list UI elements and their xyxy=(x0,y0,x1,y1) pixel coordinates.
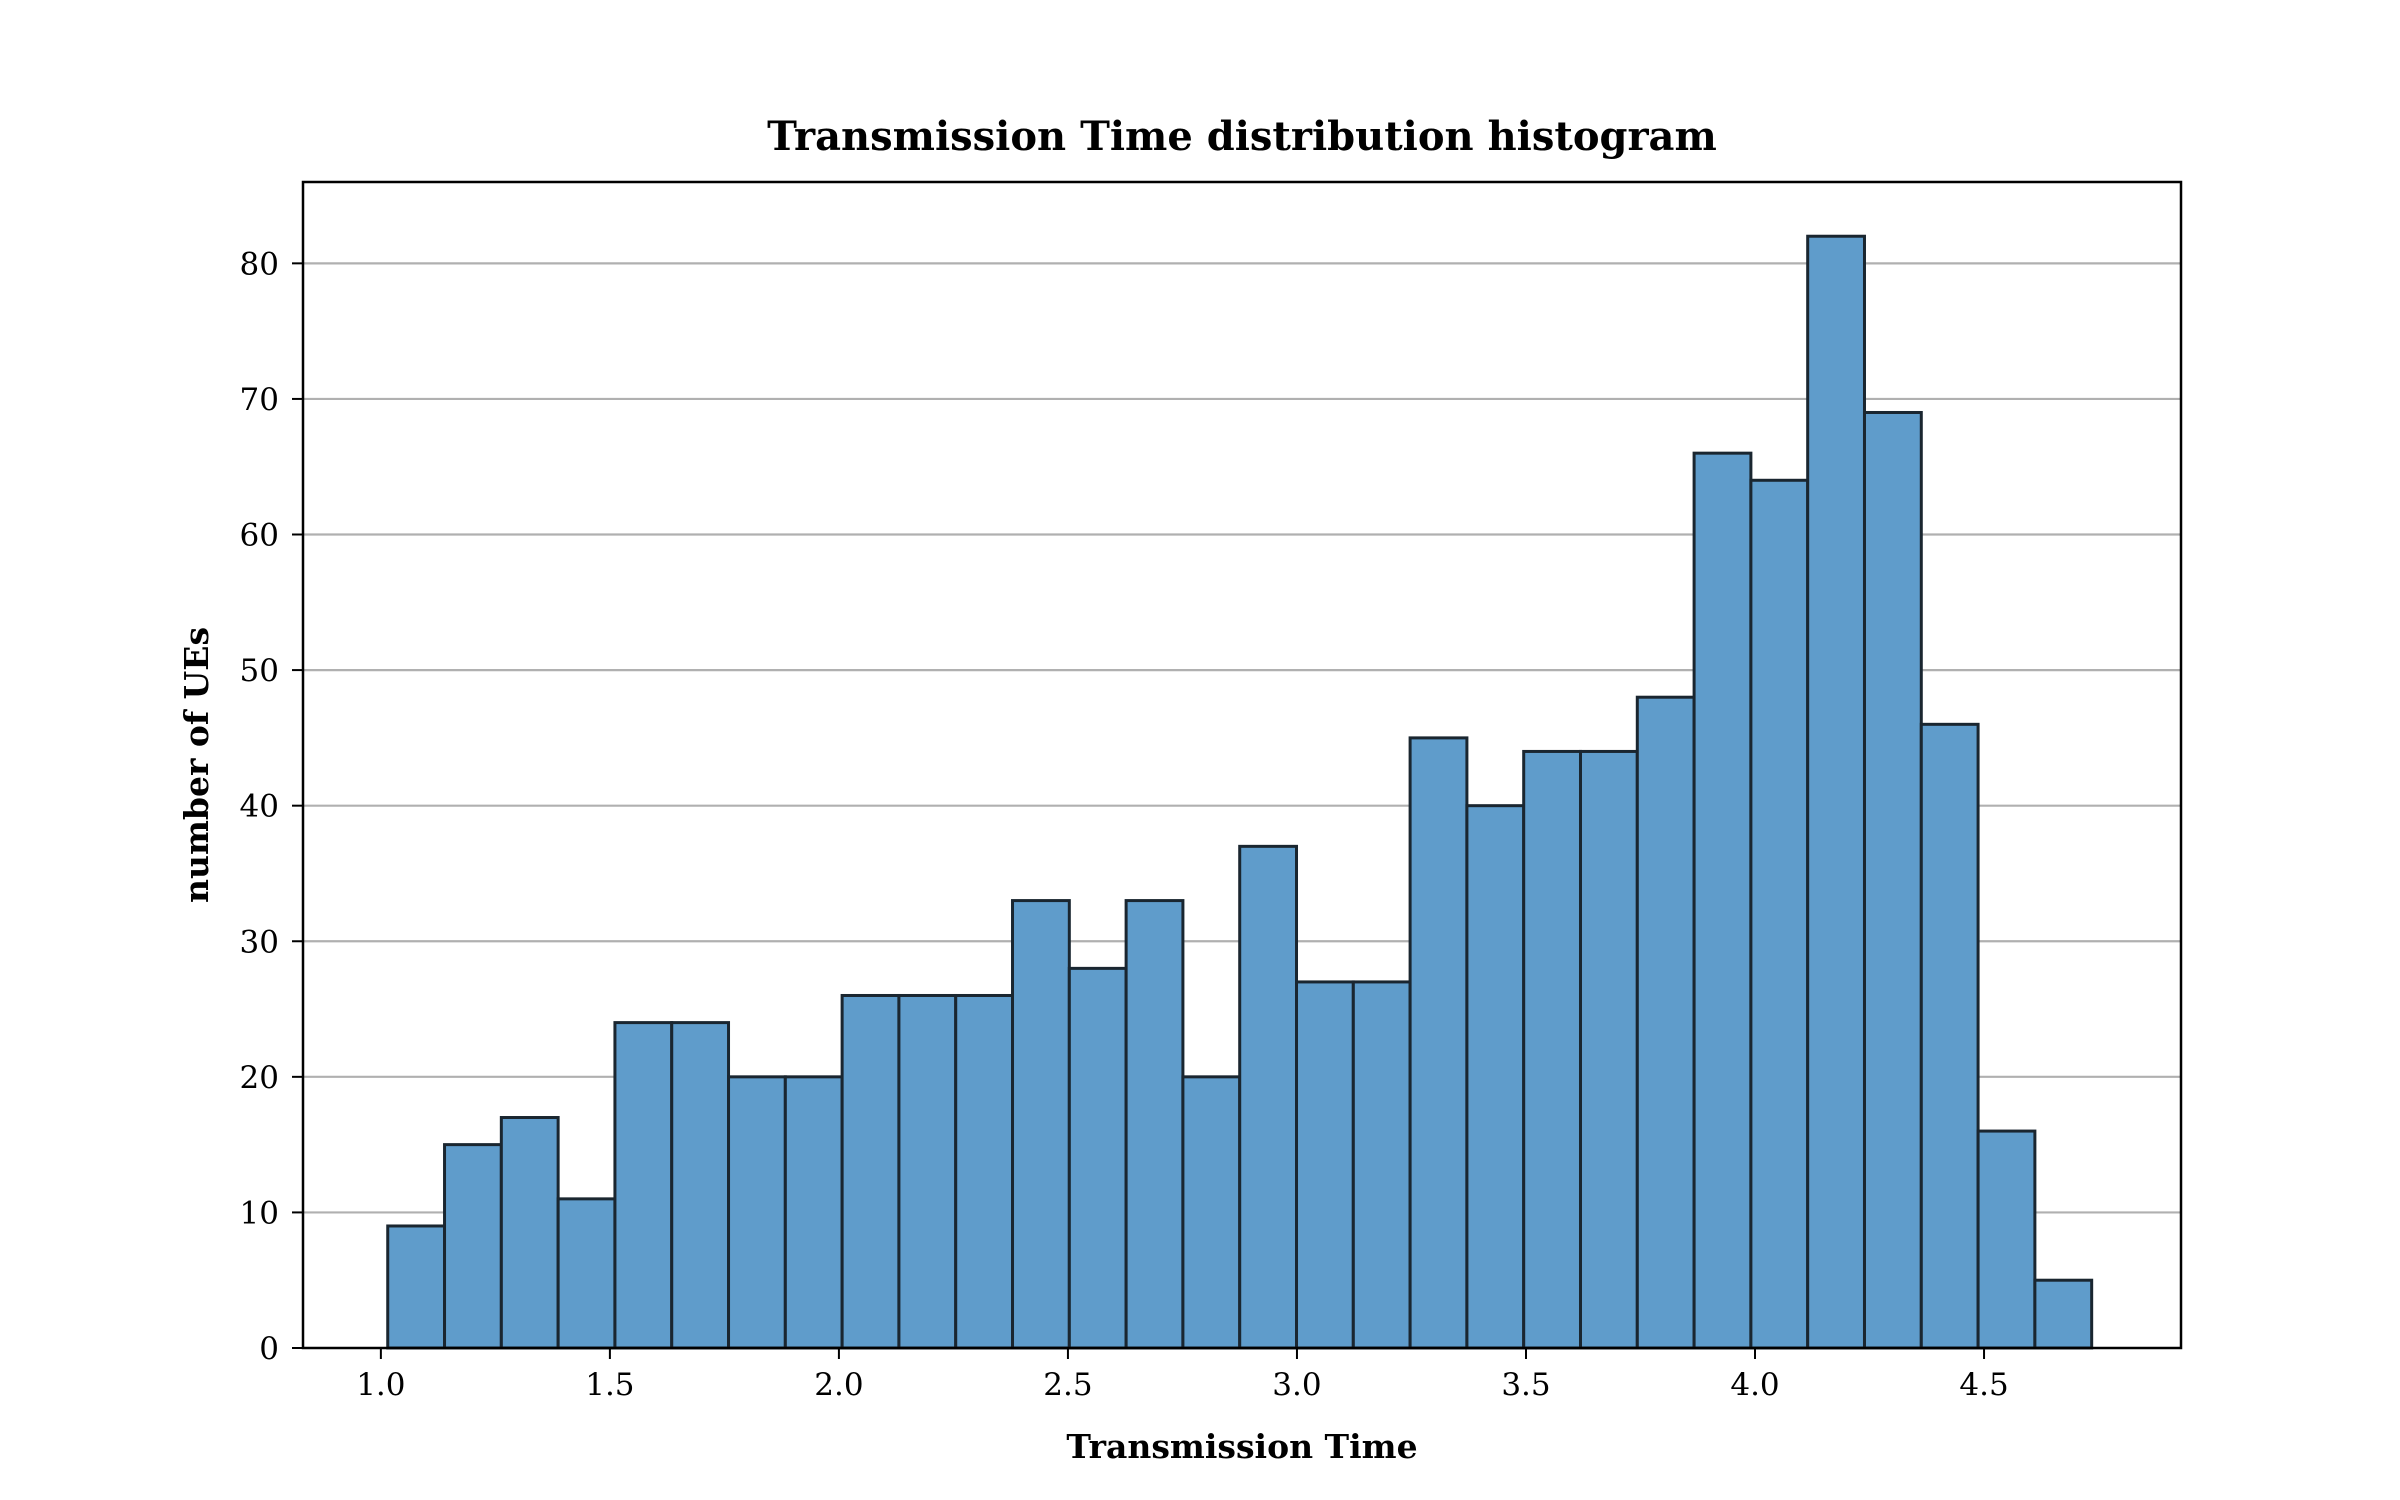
histogram-bar xyxy=(1465,804,1526,1350)
x-tick-label: 1.5 xyxy=(585,1367,634,1403)
histogram-bar xyxy=(1295,980,1355,1350)
histogram-bar xyxy=(727,1075,787,1350)
histogram-bar xyxy=(1692,451,1753,1350)
histogram-bar xyxy=(1578,749,1639,1350)
histogram-bar xyxy=(954,993,1015,1350)
chart-title: Transmission Time distribution histogram xyxy=(767,113,1717,160)
y-tick-label: 30 xyxy=(240,924,279,960)
x-tick-label: 1.0 xyxy=(356,1367,405,1403)
histogram-bar xyxy=(897,993,958,1350)
y-tick-label: 10 xyxy=(240,1195,279,1231)
y-tick-label: 60 xyxy=(240,518,279,554)
x-axis-label: Transmission Time xyxy=(1066,1427,1417,1466)
histogram-bar xyxy=(499,1116,560,1350)
y-tick-label: 0 xyxy=(259,1331,279,1367)
y-tick-label: 70 xyxy=(240,382,279,418)
histogram-bar xyxy=(443,1143,503,1350)
histogram-bar xyxy=(386,1224,447,1350)
histogram-bar xyxy=(1351,980,1412,1350)
x-tick-label: 4.5 xyxy=(1959,1367,2008,1403)
histogram-bar xyxy=(1067,966,1128,1350)
histogram-bar xyxy=(1011,899,1071,1350)
histogram-bar xyxy=(1919,722,1980,1350)
y-tick-label: 50 xyxy=(240,653,279,689)
y-axis-ticks: 0 10 20 30 40 50 60 70 80 xyxy=(240,246,303,1367)
histogram-bar xyxy=(670,1021,731,1350)
histogram-bar xyxy=(1976,1129,2037,1350)
histogram-bar xyxy=(1635,695,1696,1350)
histogram-bar xyxy=(1124,899,1185,1350)
histogram-bar xyxy=(556,1197,617,1350)
histogram-bar xyxy=(1806,234,1866,1350)
y-tick-label: 80 xyxy=(240,246,279,282)
x-axis-ticks: 1.0 1.5 2.0 2.5 3.0 3.5 4.0 4.5 xyxy=(356,1348,2009,1403)
y-tick-label: 40 xyxy=(240,789,279,825)
histogram-bar xyxy=(613,1021,674,1350)
histogram-bar xyxy=(1862,410,1923,1350)
x-tick-label: 2.0 xyxy=(814,1367,863,1403)
histogram-bar xyxy=(1522,749,1582,1350)
histogram-bar xyxy=(840,993,901,1350)
histogram-bar xyxy=(2033,1278,2094,1350)
y-axis-label: number of UEs xyxy=(177,627,216,903)
histogram-bar xyxy=(1408,736,1469,1350)
x-tick-label: 2.5 xyxy=(1043,1367,1092,1403)
y-tick-label: 20 xyxy=(240,1060,279,1096)
histogram-bar xyxy=(783,1075,844,1350)
histogram-bar xyxy=(1749,478,1810,1350)
histogram-bar xyxy=(1238,844,1299,1350)
histogram-bar xyxy=(1181,1075,1242,1350)
x-tick-label: 4.0 xyxy=(1730,1367,1779,1403)
x-tick-label: 3.0 xyxy=(1272,1367,1321,1403)
x-tick-label: 3.5 xyxy=(1501,1367,1550,1403)
plot-area-frame xyxy=(301,180,2183,1350)
